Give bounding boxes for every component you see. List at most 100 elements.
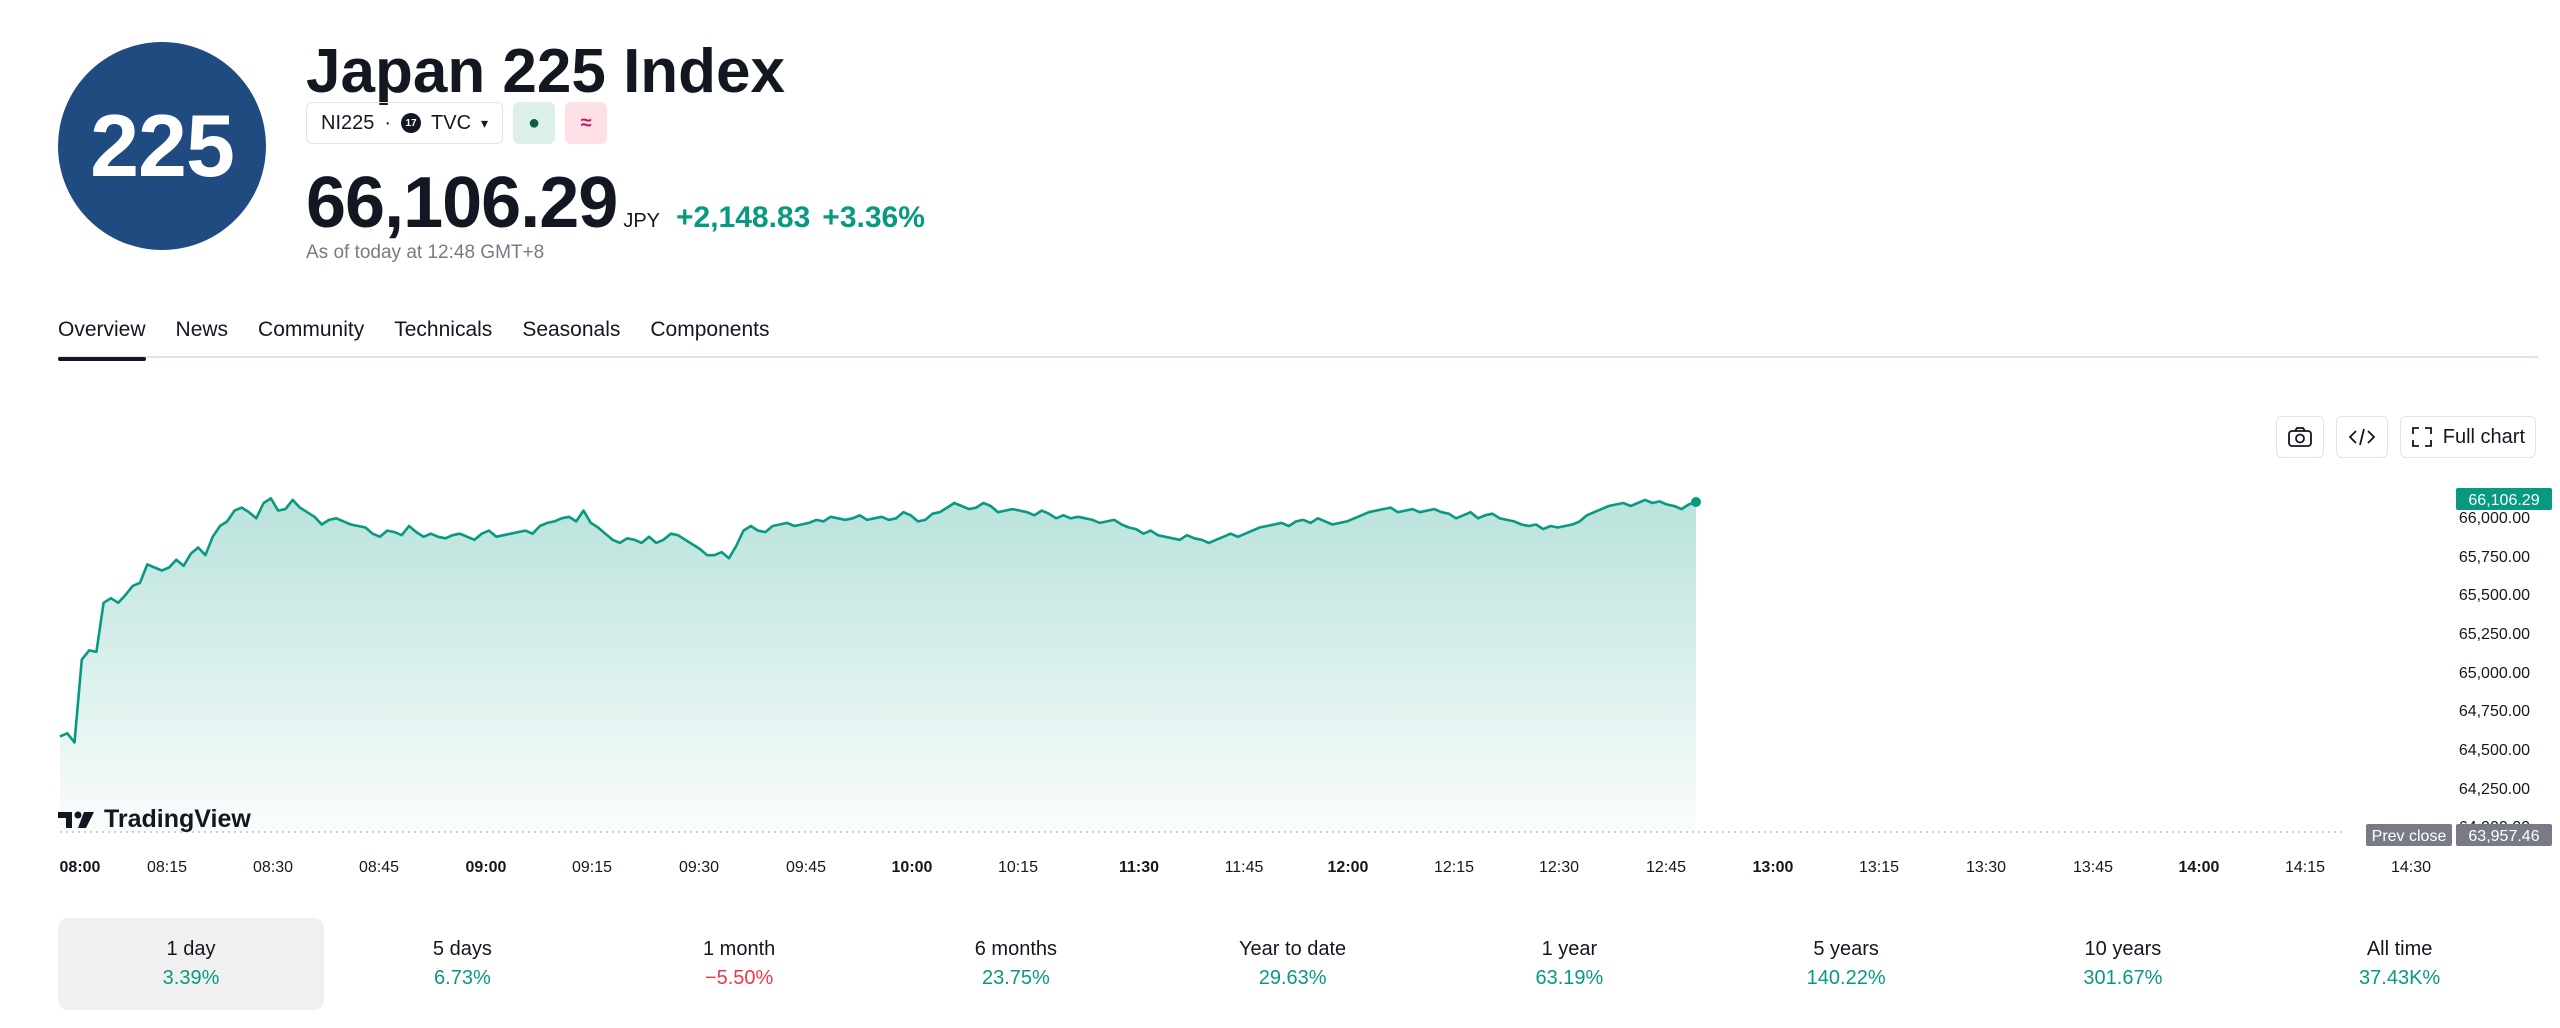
- period-all-time[interactable]: All time 37.43K%: [2261, 918, 2538, 1010]
- symbol-tabs: Overview News Community Technicals Seaso…: [58, 318, 2538, 361]
- y-tick-label: 66,000.00: [2459, 510, 2530, 527]
- symbol-header: 225 Japan 225 Index NI225 · 17 TVC ▾ ● ≈…: [58, 37, 1258, 272]
- period-1-year[interactable]: 1 year 63.19%: [1431, 918, 1708, 1010]
- period-label: 1 year: [1541, 938, 1598, 960]
- price-change: +2,148.83: [676, 201, 811, 234]
- x-tick-label: 12:15: [1434, 859, 1474, 876]
- price-series-line: [59, 497, 1697, 744]
- price-area-fill: [60, 498, 1696, 832]
- x-tick-label: 12:00: [1328, 859, 1369, 876]
- x-tick-label: 14:15: [2285, 859, 2325, 876]
- y-tick-label: 64,250.00: [2459, 781, 2530, 798]
- source-name: TVC: [431, 111, 472, 134]
- symbol-logo: 225: [58, 42, 266, 250]
- prev-close-label: Prev close: [2372, 828, 2447, 845]
- x-tick-label: 11:45: [1225, 859, 1264, 876]
- x-tick-label: 12:45: [1646, 859, 1686, 876]
- period-1-month[interactable]: 1 month −5.50%: [601, 918, 878, 1010]
- period-year-to-date[interactable]: Year to date 29.63%: [1154, 918, 1431, 1010]
- tab-community[interactable]: Community: [258, 318, 365, 341]
- x-tick-label: 13:00: [1753, 859, 1794, 876]
- period-label: 5 years: [1813, 938, 1879, 960]
- period-change-value: 23.75%: [981, 967, 1050, 989]
- symbol-meta: NI225 · 17 TVC ▾ ● ≈: [306, 102, 608, 144]
- last-price: 66,106.29: [306, 163, 618, 243]
- period-change-value: 6.73%: [434, 967, 491, 989]
- x-tick-label: 10:15: [998, 859, 1038, 876]
- separator-dot: ·: [384, 111, 392, 134]
- tab-overview[interactable]: Overview: [58, 318, 146, 361]
- tab-components[interactable]: Components: [650, 318, 770, 341]
- x-tick-label: 14:00: [2179, 859, 2220, 876]
- x-tick-label: 08:00: [60, 859, 101, 876]
- period-6-months[interactable]: 6 months 23.75%: [878, 918, 1155, 1010]
- period-label: 1 day: [166, 938, 216, 960]
- period-label: 5 days: [432, 938, 492, 960]
- last-price-badge: [2456, 488, 2552, 510]
- tvc-source-icon: 17: [401, 113, 422, 133]
- code-icon-glyph: [2348, 428, 2376, 446]
- period-10-years[interactable]: 10 years 301.67%: [1985, 918, 2262, 1010]
- tradingview-logo[interactable]: TradingView: [58, 805, 251, 834]
- market-status-dot-icon[interactable]: ●: [513, 102, 556, 144]
- price-row: 66,106.29 JPY +2,148.83 +3.36%: [306, 162, 925, 244]
- period-change-value: −5.50%: [704, 967, 774, 989]
- prev-close-badge: [2366, 824, 2452, 846]
- x-tick-label: 13:30: [1966, 859, 2006, 876]
- x-tick-label: 13:15: [1859, 859, 1899, 876]
- period-label: Year to date: [1239, 938, 1347, 960]
- symbol-ticker: NI225: [321, 111, 375, 134]
- period-label: 10 years: [2084, 938, 2162, 960]
- x-tick-label: 09:00: [466, 859, 507, 876]
- period-change-value: 37.43K%: [2359, 967, 2441, 989]
- embed-code-icon[interactable]: [2335, 416, 2388, 458]
- x-tick-label: 08:30: [253, 859, 293, 876]
- y-tick-label: 65,250.00: [2459, 626, 2530, 643]
- x-tick-label: 12:30: [1539, 859, 1579, 876]
- period-change-value: 140.22%: [1806, 967, 1886, 989]
- y-tick-label: 65,750.00: [2459, 549, 2530, 566]
- period-label: All time: [2366, 938, 2433, 960]
- chevron-down-icon: ▾: [481, 114, 489, 131]
- period-change-value: 301.67%: [2083, 967, 2163, 989]
- tab-news[interactable]: News: [175, 318, 229, 341]
- x-tick-label: 14:30: [2391, 859, 2431, 876]
- camera-icon-glyph: [2287, 427, 2312, 447]
- period-label: 1 month: [702, 938, 776, 960]
- full-chart-label: Full chart: [2442, 425, 2525, 448]
- tradingview-logo-icon: [58, 811, 94, 828]
- as-of-timestamp: As of today at 12:48 GMT+8: [306, 242, 545, 263]
- prev-close-value: 63,957.46: [2468, 828, 2539, 845]
- x-tick-label: 08:45: [359, 859, 399, 876]
- period-change-value: 3.39%: [162, 967, 220, 989]
- x-tick-label: 10:00: [892, 859, 933, 876]
- period-1-day[interactable]: 1 day 3.39%: [58, 918, 324, 1010]
- tab-technicals[interactable]: Technicals: [394, 318, 493, 341]
- currency-label: JPY: [623, 210, 660, 232]
- tradingview-logo-text: TradingView: [104, 805, 251, 833]
- y-tick-label: 65,000.00: [2459, 665, 2530, 682]
- exchange-selector[interactable]: NI225 · 17 TVC ▾: [306, 102, 504, 144]
- full-chart-button[interactable]: Full chart: [2399, 416, 2536, 458]
- y-tick-label: 64,750.00: [2459, 703, 2530, 720]
- period-selector: 1 day 3.39% 5 days 6.73% 1 month −5.50% 6 mont…: [58, 918, 2538, 1010]
- x-tick-label: 09:15: [572, 859, 612, 876]
- logo-text: 225: [90, 96, 235, 195]
- x-tick-label: 09:30: [679, 859, 719, 876]
- wave-icon[interactable]: ≈: [565, 102, 608, 144]
- period-5-days[interactable]: 5 days 6.73%: [324, 918, 601, 1010]
- x-tick-label: 08:15: [147, 859, 187, 876]
- period-5-years[interactable]: 5 years 140.22%: [1708, 918, 1985, 1010]
- expand-icon: [2411, 427, 2432, 447]
- y-tick-label: 65,500.00: [2459, 587, 2530, 604]
- price-change-percent: +3.36%: [822, 201, 925, 234]
- period-change-value: 63.19%: [1535, 967, 1604, 989]
- page-title: Japan 225 Index: [306, 37, 786, 106]
- camera-icon[interactable]: [2275, 416, 2324, 458]
- price-chart[interactable]: 66,000.00 65,750.00 65,500.00 65,250.00 65,0…: [0, 0, 2560, 900]
- period-change-value: 29.63%: [1258, 967, 1327, 989]
- chart-toolbar: Full chart: [2275, 416, 2536, 458]
- x-tick-label: 09:45: [786, 859, 826, 876]
- tab-seasonals[interactable]: Seasonals: [522, 318, 621, 341]
- period-label: 6 months: [974, 938, 1057, 960]
